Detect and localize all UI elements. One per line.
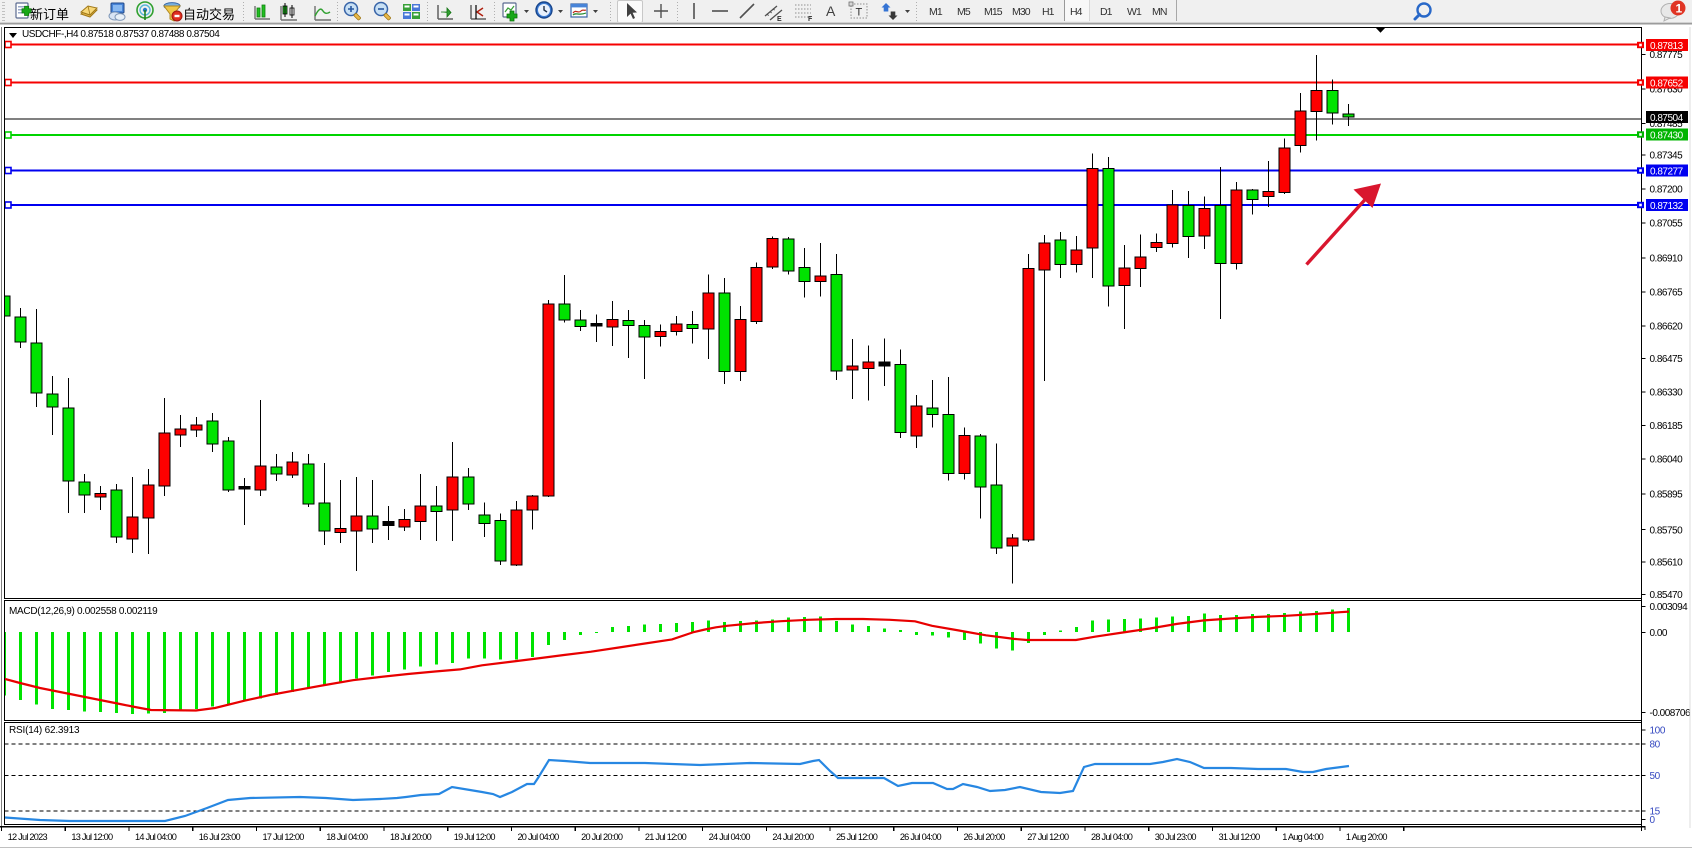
svg-text:24 Jul 04:00: 24 Jul 04:00 bbox=[709, 832, 751, 842]
svg-text:0.003094: 0.003094 bbox=[1650, 602, 1689, 613]
svg-text:-0.008706: -0.008706 bbox=[1650, 708, 1691, 719]
svg-text:14 Jul 04:00: 14 Jul 04:00 bbox=[135, 832, 177, 842]
svg-text:21 Jul 12:00: 21 Jul 12:00 bbox=[645, 832, 687, 842]
svg-text:0.87630: 0.87630 bbox=[1650, 85, 1684, 96]
svg-text:24 Jul 20:00: 24 Jul 20:00 bbox=[772, 832, 814, 842]
svg-text:0.87504: 0.87504 bbox=[1650, 113, 1684, 124]
svg-text:17 Jul 12:00: 17 Jul 12:00 bbox=[263, 832, 305, 842]
svg-text:12 Jul 2023: 12 Jul 2023 bbox=[8, 832, 48, 842]
svg-text:26 Jul 04:00: 26 Jul 04:00 bbox=[900, 832, 942, 842]
svg-text:0.86620: 0.86620 bbox=[1650, 322, 1684, 333]
svg-text:0.85750: 0.85750 bbox=[1650, 525, 1684, 536]
svg-text:20 Jul 04:00: 20 Jul 04:00 bbox=[517, 832, 559, 842]
svg-text:0.87652: 0.87652 bbox=[1650, 79, 1684, 90]
svg-text:0.85610: 0.85610 bbox=[1650, 558, 1684, 569]
svg-text:0.85895: 0.85895 bbox=[1650, 490, 1684, 501]
svg-text:27 Jul 12:00: 27 Jul 12:00 bbox=[1027, 832, 1069, 842]
svg-text:0.87485: 0.87485 bbox=[1650, 119, 1684, 130]
svg-text:0.87055: 0.87055 bbox=[1650, 219, 1684, 230]
svg-text:0.86330: 0.86330 bbox=[1650, 388, 1684, 399]
svg-text:0.86765: 0.86765 bbox=[1650, 288, 1684, 299]
svg-text:30 Jul 23:00: 30 Jul 23:00 bbox=[1155, 832, 1197, 842]
svg-text:18 Jul 20:00: 18 Jul 20:00 bbox=[390, 832, 432, 842]
svg-text:0.87813: 0.87813 bbox=[1650, 41, 1684, 52]
svg-text:MACD(12,26,9) 0.002558 0.00211: MACD(12,26,9) 0.002558 0.002119 bbox=[9, 606, 158, 617]
svg-text:0.86475: 0.86475 bbox=[1650, 354, 1684, 365]
svg-text:15: 15 bbox=[1650, 807, 1661, 818]
svg-text:0.00: 0.00 bbox=[1650, 628, 1668, 639]
svg-text:F: F bbox=[808, 16, 813, 23]
svg-text:0.87132: 0.87132 bbox=[1650, 201, 1684, 212]
svg-text:0.87277: 0.87277 bbox=[1650, 167, 1684, 178]
svg-text:0.86040: 0.86040 bbox=[1650, 455, 1684, 466]
svg-text:1: 1 bbox=[1676, 2, 1683, 16]
svg-text:1 Aug 20:00: 1 Aug 20:00 bbox=[1346, 832, 1387, 842]
svg-text:0.86910: 0.86910 bbox=[1650, 254, 1684, 265]
svg-text:16 Jul 23:00: 16 Jul 23:00 bbox=[199, 832, 241, 842]
svg-text:0.85470: 0.85470 bbox=[1650, 590, 1684, 601]
svg-text:RSI(14) 62.3913: RSI(14) 62.3913 bbox=[9, 725, 80, 736]
svg-text:0: 0 bbox=[1650, 815, 1656, 826]
svg-text:31 Jul 12:00: 31 Jul 12:00 bbox=[1218, 832, 1260, 842]
svg-text:E: E bbox=[777, 16, 782, 23]
svg-text:0.87200: 0.87200 bbox=[1650, 185, 1684, 196]
svg-text:19 Jul 12:00: 19 Jul 12:00 bbox=[454, 832, 496, 842]
svg-text:1 Aug 04:00: 1 Aug 04:00 bbox=[1282, 832, 1323, 842]
svg-text:T: T bbox=[856, 7, 863, 19]
svg-text:80: 80 bbox=[1650, 740, 1661, 751]
svg-text:26 Jul 20:00: 26 Jul 20:00 bbox=[964, 832, 1006, 842]
svg-text:0.87430: 0.87430 bbox=[1650, 131, 1684, 142]
svg-text:28 Jul 04:00: 28 Jul 04:00 bbox=[1091, 832, 1133, 842]
svg-text:0.87345: 0.87345 bbox=[1650, 151, 1684, 162]
svg-text:USDCHF-,H4 0.87518 0.87537 0.: USDCHF-,H4 0.87518 0.87537 0.87488 0.875… bbox=[22, 29, 220, 40]
svg-text:0.86185: 0.86185 bbox=[1650, 421, 1684, 432]
svg-text:25 Jul 12:00: 25 Jul 12:00 bbox=[836, 832, 878, 842]
svg-text:13 Jul 12:00: 13 Jul 12:00 bbox=[71, 832, 113, 842]
svg-text:20 Jul 20:00: 20 Jul 20:00 bbox=[581, 832, 623, 842]
svg-text:50: 50 bbox=[1650, 771, 1661, 782]
svg-text:100: 100 bbox=[1650, 726, 1666, 737]
svg-text:18 Jul 04:00: 18 Jul 04:00 bbox=[326, 832, 368, 842]
svg-text:0.87775: 0.87775 bbox=[1650, 50, 1684, 61]
